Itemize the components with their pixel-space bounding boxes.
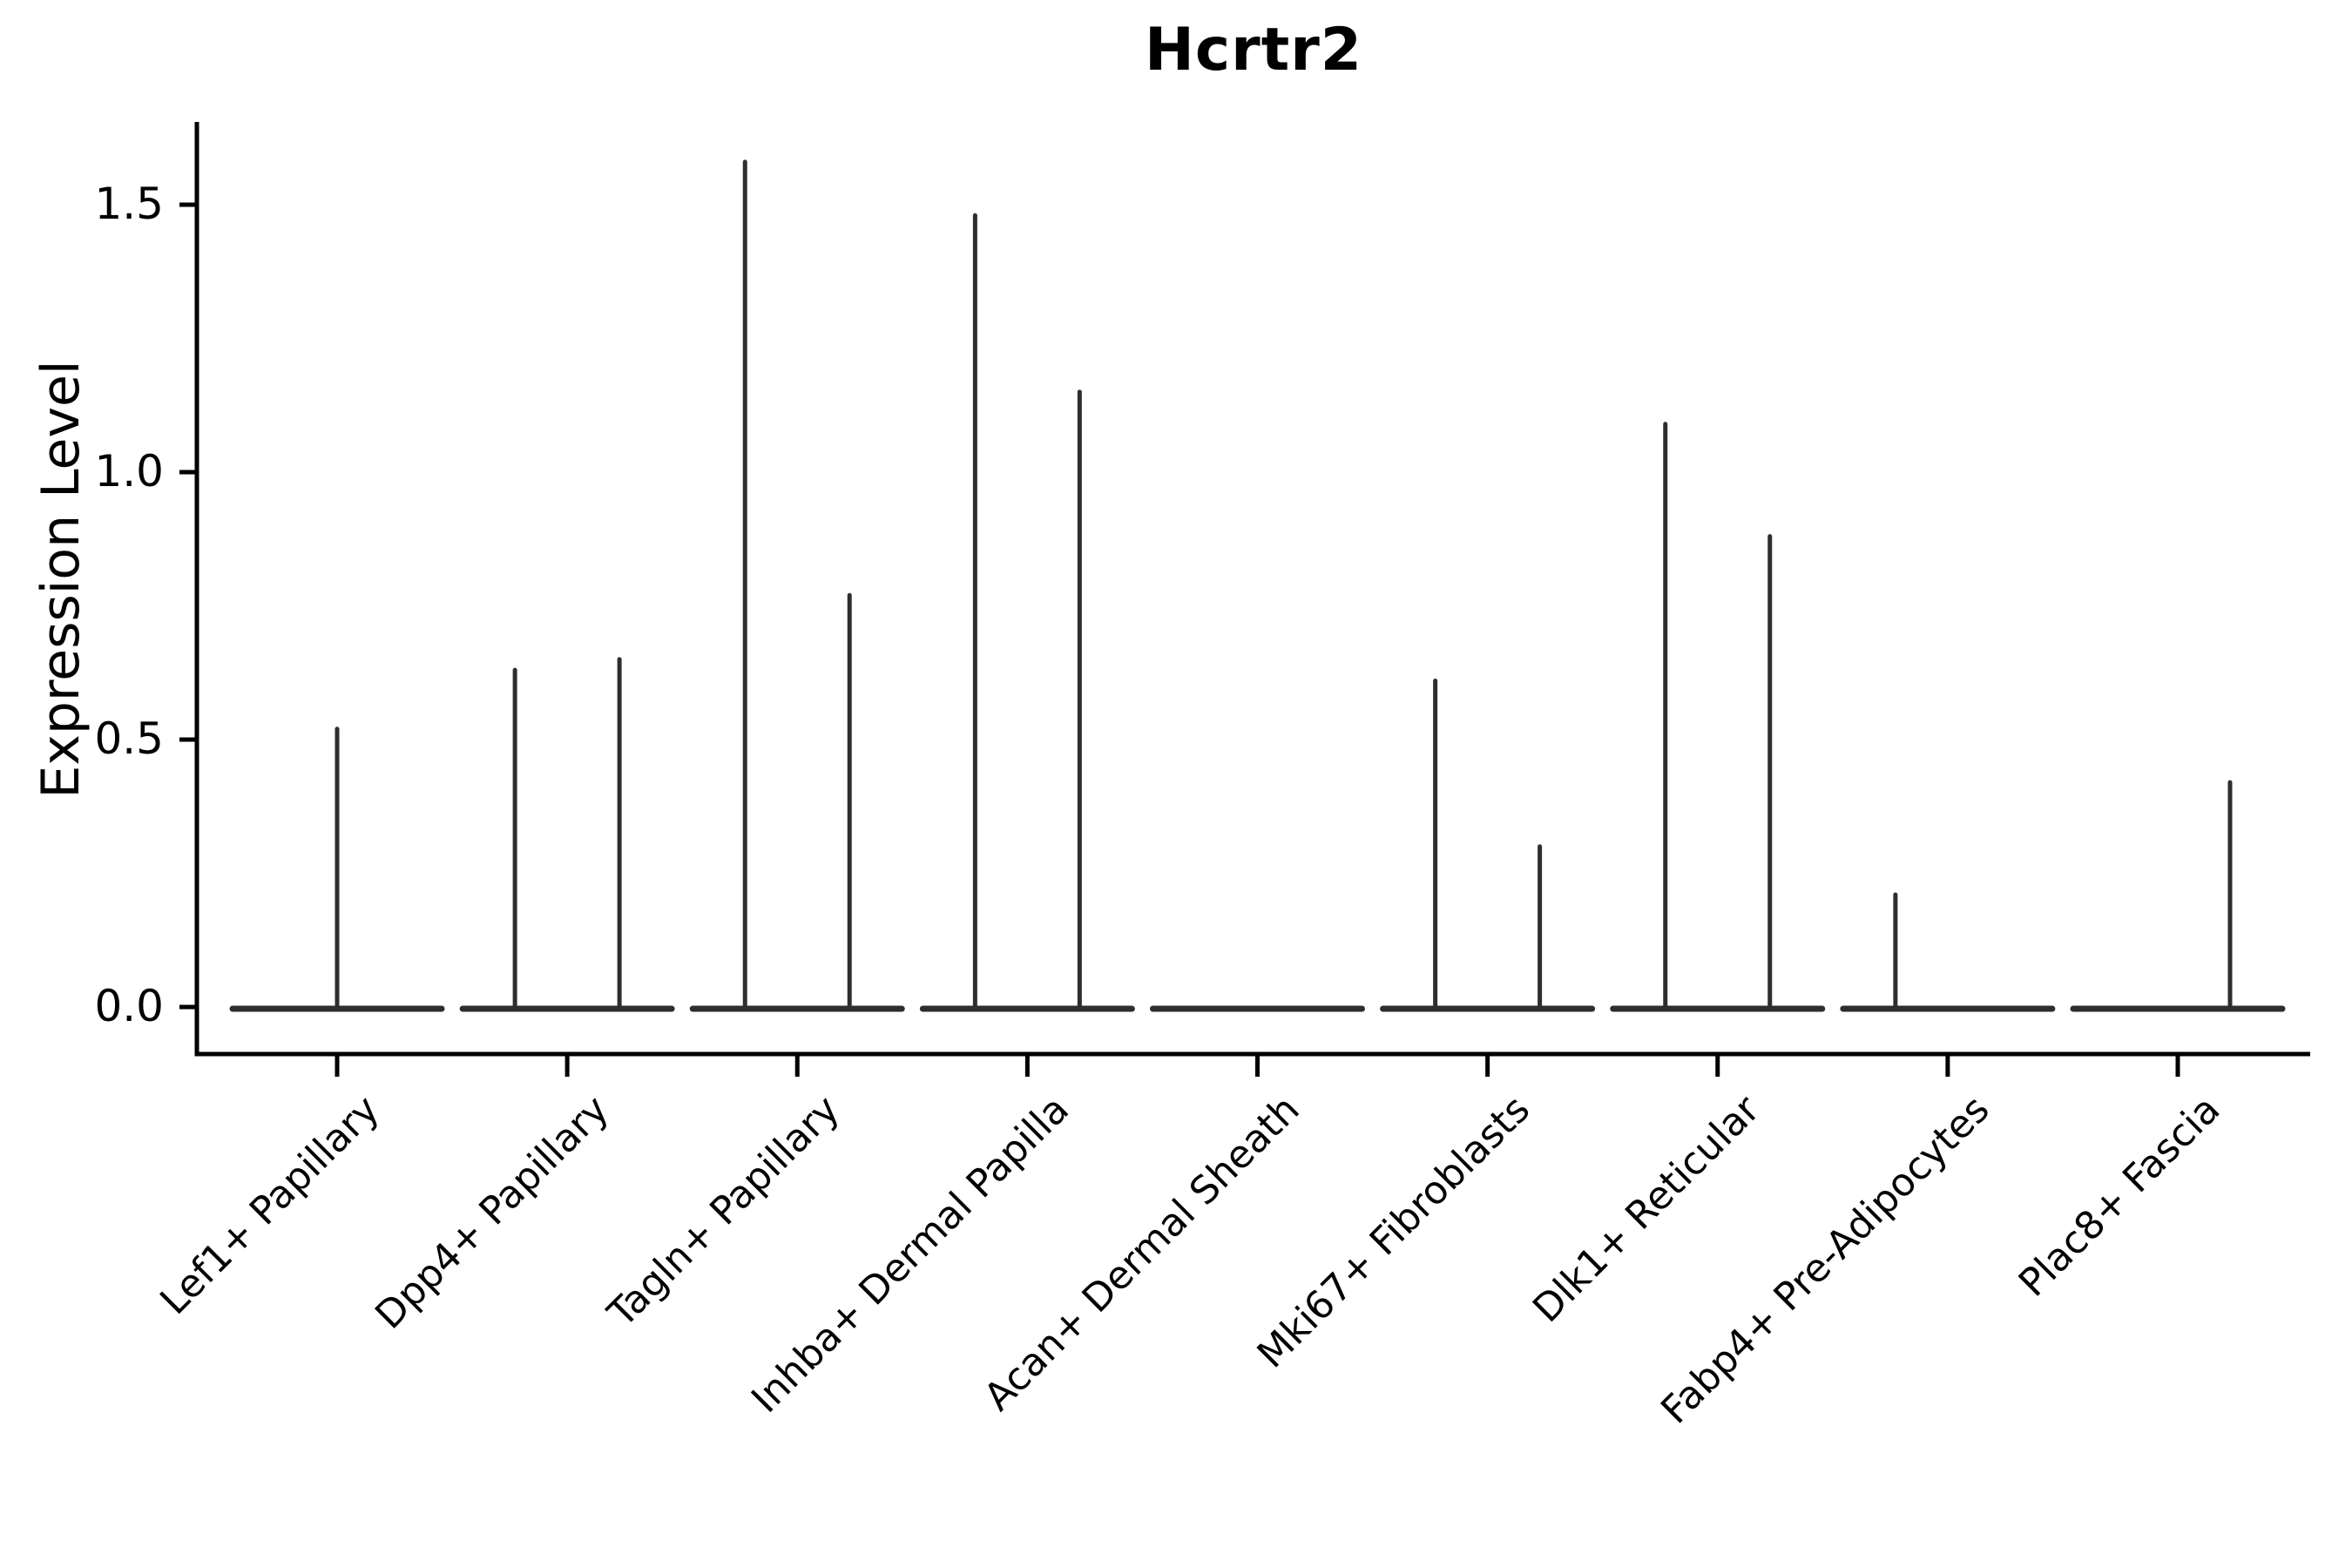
y-tick-label: 1.0 [94,445,164,497]
y-tick-label: 0.0 [94,980,164,1031]
y-tick-label: 0.5 [94,713,164,764]
chart-title: Hcrtr2 [1144,16,1363,84]
y-tick-label: 1.5 [94,178,164,229]
